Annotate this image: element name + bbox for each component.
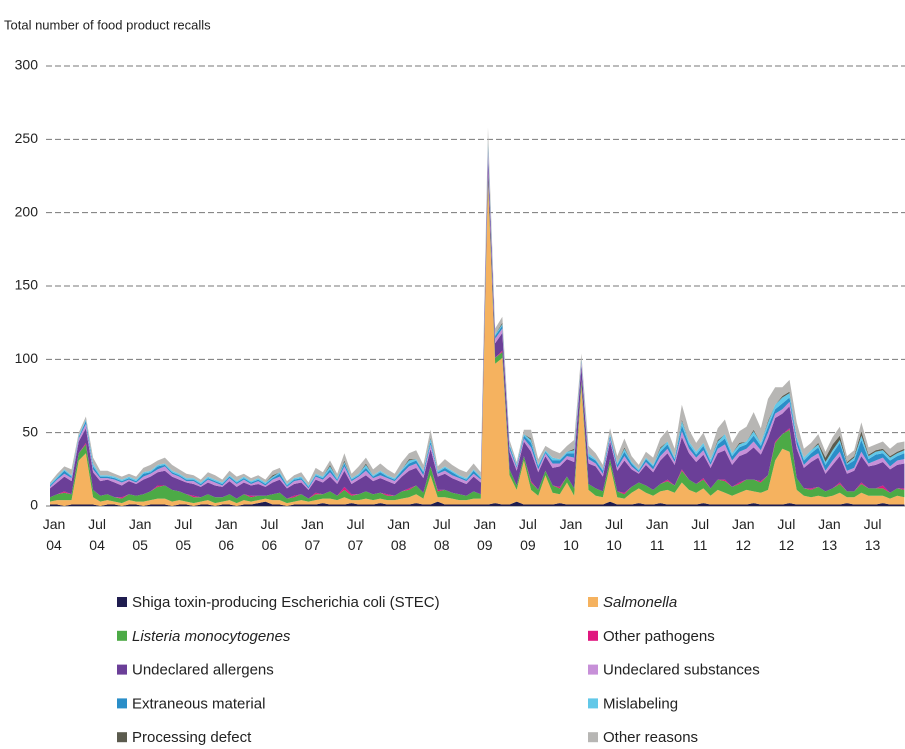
legend-label: Other reasons — [603, 729, 698, 746]
legend-swatch — [588, 630, 598, 641]
x-tick-label: Jan 12 — [731, 516, 755, 553]
legend-label: Shiga toxin-producing Escherichia coli (… — [132, 594, 440, 611]
area — [50, 501, 905, 506]
x-tick-label: Jan 05 — [128, 516, 152, 553]
legend-label: Processing defect — [132, 729, 252, 746]
legend-label: Other pathogens — [603, 628, 715, 645]
x-tick-label: Jan 11 — [645, 516, 669, 553]
x-tick-label: Jul 06 — [260, 516, 279, 553]
y-tick-label: 0 — [30, 497, 38, 513]
legend-swatch — [117, 698, 127, 709]
legend-label: Undeclared allergens — [132, 662, 274, 679]
area — [50, 148, 905, 490]
legend-swatch — [117, 630, 127, 641]
x-tick-label: Jan 13 — [818, 516, 841, 553]
y-tick-label: 50 — [22, 423, 38, 439]
x-tick-label: Jul 07 — [346, 516, 365, 553]
legend-label: Extraneous material — [132, 695, 265, 712]
legend-swatch — [117, 597, 127, 607]
legend-swatch — [117, 664, 127, 675]
x-tick-label: Jan 07 — [301, 516, 324, 553]
y-tick-label: 150 — [15, 277, 39, 293]
legend-swatch — [588, 664, 598, 675]
x-tick-label: Jul 10 — [605, 516, 623, 553]
legend-swatch — [588, 732, 598, 743]
x-tick-label: Jul 11 — [691, 516, 710, 553]
y-tick-label: 300 — [15, 57, 39, 73]
y-tick-label: 250 — [15, 130, 39, 146]
x-tick-label: Jul 13 — [863, 516, 882, 553]
x-tick-label: Jul 04 — [88, 516, 107, 553]
x-tick-label: Jan 09 — [473, 516, 497, 553]
x-tick-label: Jan 08 — [387, 516, 410, 553]
x-tick-label: Jul 09 — [518, 516, 537, 553]
chart-subtitle: Total number of food product recalls — [4, 17, 211, 32]
x-tick-label: Jan 06 — [215, 516, 238, 553]
area — [50, 143, 905, 489]
legend-swatch — [588, 597, 598, 607]
legend-swatch — [588, 698, 598, 709]
area — [50, 174, 905, 504]
legend-label: Salmonella — [603, 594, 677, 611]
x-tick-label: Jan 10 — [559, 516, 583, 553]
x-tick-label: Jul 05 — [174, 516, 193, 553]
x-tick-label: Jan 04 — [42, 516, 66, 553]
legend-swatch — [117, 732, 127, 743]
y-tick-label: 200 — [15, 203, 39, 219]
x-tick-label: Jul 08 — [432, 516, 451, 553]
x-tick-label: Jul 12 — [777, 516, 796, 553]
y-tick-label: 100 — [15, 350, 39, 366]
area — [50, 155, 905, 499]
legend-label: Listeria monocytogenes — [132, 628, 291, 645]
legend-label: Mislabeling — [603, 695, 678, 712]
legend-label: Undeclared substances — [603, 662, 760, 679]
